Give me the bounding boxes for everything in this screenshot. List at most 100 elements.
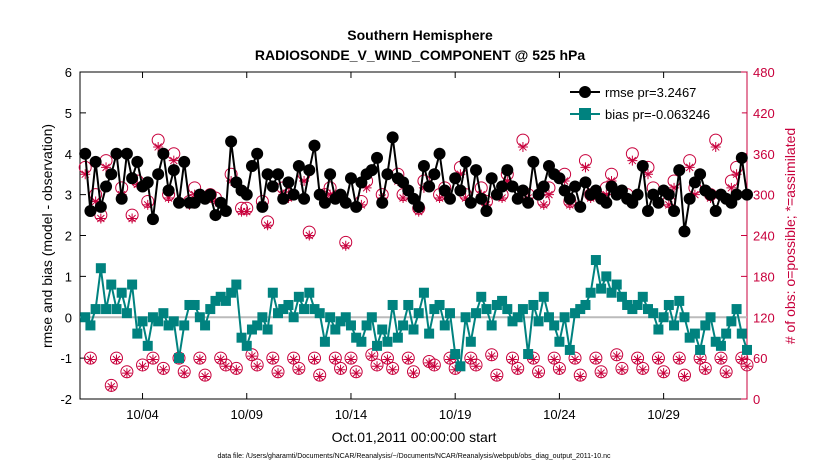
assimilated-obs-point [517,141,528,152]
rmse-point [162,184,175,197]
bias-point [549,320,560,331]
rmse-point [652,196,665,209]
assimilated-obs-point [700,364,711,375]
assimilated-obs-point [408,368,419,379]
assimilated-obs-point [455,169,466,180]
assimilated-obs-point [710,141,721,152]
assimilated-obs-point [273,368,284,379]
assimilated-obs-point [533,368,544,379]
rmse-point [240,188,253,201]
bias-point [721,328,732,339]
assimilated-obs-point [731,169,742,180]
bias-point [606,287,617,298]
rmse-point [704,188,717,201]
bias-point [486,320,497,331]
bias-point [351,332,362,343]
bias-point [200,320,211,331]
rmse-point [152,168,165,181]
rmse-point [120,147,133,160]
rmse-point [464,196,477,209]
assimilated-obs-point [398,193,409,204]
assimilated-obs-point [424,357,435,368]
y-right-tick-label: 480 [753,65,775,80]
assimilated-obs-point [179,368,190,379]
rmse-point [631,188,644,201]
rmse-point [636,160,649,173]
rmse-point [443,192,456,205]
bias-point [205,304,216,315]
assimilated-obs-point [736,354,747,365]
rmse-point [459,155,472,168]
bias-point [106,279,117,290]
bias-point [684,332,695,343]
assimilated-obs-point [85,354,96,365]
assimilated-obs-point [142,199,153,210]
rmse-point [579,176,592,189]
bias-point [726,316,737,327]
assimilated-obs-point [121,368,132,379]
bias-point [345,320,356,331]
assimilated-obs-point [200,371,211,382]
bias-point [189,299,200,310]
rmse-point [475,192,488,205]
x-tick-label: 10/19 [439,407,472,422]
bias-point [194,312,205,323]
rmse-point [641,204,654,217]
assimilated-obs-point [497,193,508,204]
assimilated-obs-point [345,354,356,365]
bias-point [111,304,122,315]
assimilated-obs-point [507,354,518,365]
bias-point [502,304,513,315]
chart-title: Southern Hemisphere [347,27,493,43]
assimilated-obs-point [382,354,393,365]
assimilated-obs-point [528,354,539,365]
y-left-tick-label: -2 [60,392,72,407]
bias-point [543,312,554,323]
bias-series [80,255,752,372]
bias-point [80,312,91,323]
assimilated-obs-point [304,230,315,241]
assimilated-obs-point [147,354,158,365]
bias-point [174,353,185,364]
bias-point [366,312,377,323]
bias-point [564,344,575,355]
assimilated-obs-point [471,361,482,372]
rmse-point [569,180,582,193]
rmse-point [225,135,238,148]
assimilated-obs-point [325,189,336,200]
rmse-point [662,188,675,201]
bias-point [523,349,534,360]
rmse-point [261,168,274,181]
y-left-tick-label: -1 [60,351,72,366]
rmse-point [79,147,92,160]
bias-point [622,299,633,310]
bias-point [517,304,528,315]
bias-point [330,324,341,335]
bias-point [95,263,106,274]
assimilated-obs-point [564,199,575,210]
legend: rmse pr=3.2467 bias pr=-0.063246 [566,80,742,126]
rmse-point [376,196,389,209]
bias-point [632,299,643,310]
bias-point [252,320,263,331]
bias-point [158,308,169,319]
bias-point [147,312,158,323]
assimilated-obs-point [252,361,263,372]
assimilated-obs-point [653,354,664,365]
rmse-point [412,200,425,213]
rmse-point [303,164,316,177]
rmse-point [417,160,430,173]
rmse-point [344,172,357,185]
x-tick-label: 10/09 [230,407,263,422]
bias-point [585,287,596,298]
assimilated-obs-point [366,351,377,362]
y-left-tick-label: 1 [65,269,72,284]
assimilated-obs-point [450,364,461,375]
rmse-point [350,200,363,213]
y-right-tick-label: 120 [753,310,775,325]
bias-point [132,328,143,339]
bias-point [210,295,221,306]
legend-box [566,80,742,126]
y-right-tick-label: 420 [753,106,775,121]
